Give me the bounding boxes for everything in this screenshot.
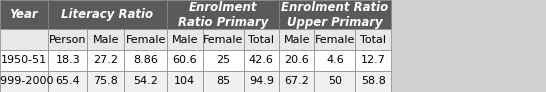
- Text: Female: Female: [126, 35, 166, 45]
- Bar: [87, 71, 124, 92]
- Text: 50: 50: [328, 76, 342, 86]
- Bar: [355, 50, 391, 71]
- Text: Literacy Ratio: Literacy Ratio: [62, 8, 153, 21]
- Text: 54.2: 54.2: [133, 76, 158, 86]
- Bar: [203, 71, 244, 92]
- Bar: [203, 50, 244, 71]
- Bar: [124, 50, 167, 71]
- Text: 8.86: 8.86: [133, 55, 158, 65]
- Text: 4.6: 4.6: [326, 55, 344, 65]
- Bar: [355, 71, 391, 92]
- Text: Female: Female: [315, 35, 355, 45]
- Bar: [203, 29, 244, 50]
- Text: 94.9: 94.9: [249, 76, 274, 86]
- Bar: [87, 29, 124, 50]
- Text: 85: 85: [216, 76, 230, 86]
- Bar: [314, 29, 355, 50]
- Bar: [244, 29, 279, 50]
- Bar: [124, 71, 167, 92]
- Bar: [0, 29, 48, 50]
- Text: 18.3: 18.3: [55, 55, 80, 65]
- Text: Year: Year: [10, 8, 38, 21]
- Bar: [0, 71, 48, 92]
- Bar: [48, 0, 167, 29]
- Text: 25: 25: [216, 55, 230, 65]
- Bar: [314, 71, 355, 92]
- Text: 67.2: 67.2: [284, 76, 309, 86]
- Bar: [0, 50, 48, 71]
- Text: Person: Person: [49, 35, 86, 45]
- Text: 20.6: 20.6: [284, 55, 309, 65]
- Text: Male: Male: [171, 35, 198, 45]
- Bar: [0, 0, 48, 29]
- Bar: [279, 71, 314, 92]
- Bar: [48, 50, 87, 71]
- Text: Male: Male: [283, 35, 310, 45]
- Text: Male: Male: [93, 35, 119, 45]
- Bar: [167, 50, 203, 71]
- Text: Enrolment Ratio
Upper Primary: Enrolment Ratio Upper Primary: [281, 1, 389, 29]
- Text: 1999-2000: 1999-2000: [0, 76, 54, 86]
- Text: 75.8: 75.8: [93, 76, 118, 86]
- Bar: [279, 0, 391, 29]
- Text: 104: 104: [174, 76, 195, 86]
- Text: 58.8: 58.8: [361, 76, 385, 86]
- Bar: [355, 29, 391, 50]
- Text: Enrolment
Ratio Primary: Enrolment Ratio Primary: [178, 1, 268, 29]
- Text: Total: Total: [248, 35, 274, 45]
- Bar: [48, 71, 87, 92]
- Bar: [124, 29, 167, 50]
- Text: 65.4: 65.4: [55, 76, 80, 86]
- Text: 42.6: 42.6: [249, 55, 274, 65]
- Bar: [314, 50, 355, 71]
- Text: 27.2: 27.2: [93, 55, 118, 65]
- Bar: [244, 71, 279, 92]
- Bar: [167, 71, 203, 92]
- Text: Total: Total: [360, 35, 386, 45]
- Text: 12.7: 12.7: [361, 55, 385, 65]
- Bar: [87, 50, 124, 71]
- Text: 1950-51: 1950-51: [1, 55, 47, 65]
- Bar: [167, 29, 203, 50]
- Bar: [244, 50, 279, 71]
- Bar: [48, 29, 87, 50]
- Text: 60.6: 60.6: [173, 55, 197, 65]
- Text: Female: Female: [203, 35, 243, 45]
- Bar: [279, 29, 314, 50]
- Bar: [167, 0, 279, 29]
- Bar: [279, 50, 314, 71]
